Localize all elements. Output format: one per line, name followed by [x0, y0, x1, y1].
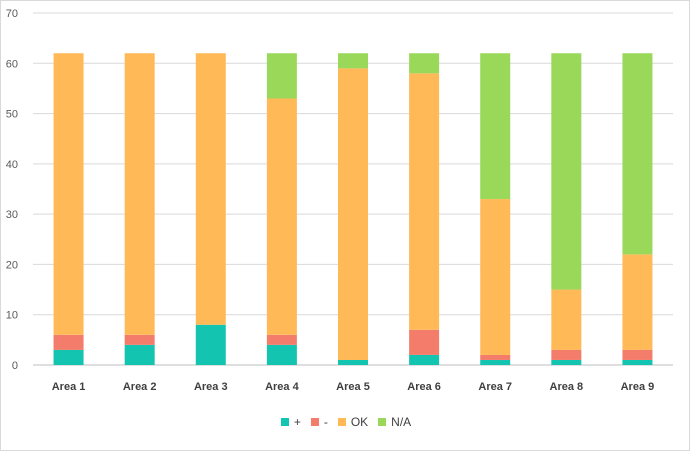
y-tick-label: 60 [6, 58, 18, 70]
bar-segment [622, 53, 653, 255]
bar-segment [622, 254, 653, 350]
bar-segment [338, 53, 368, 69]
x-tick-label: Area 6 [407, 381, 441, 393]
x-tick-label: Area 9 [621, 381, 655, 393]
bar-segment [266, 344, 297, 365]
bar-segment [53, 334, 84, 350]
legend-item: N/A [378, 415, 411, 429]
y-tick-label: 30 [6, 209, 18, 221]
legend-item: OK [337, 415, 369, 429]
stacked-bar-chart: 0 10 20 30 40 50 60 70 Area 1 Area 2 Area 3 Area 4… [6, 8, 673, 393]
y-tick-label: 50 [6, 109, 18, 121]
legend-swatch [280, 418, 289, 426]
bar-segment [551, 289, 582, 350]
y-tick-label: 20 [6, 259, 18, 271]
bar-segment [622, 349, 653, 360]
legend-item: + [280, 415, 301, 429]
x-tick-label: Area 8 [550, 381, 584, 393]
bar-segment [551, 359, 582, 365]
y-tick-label: 40 [6, 159, 18, 171]
x-tick-label: Area 4 [265, 381, 300, 393]
bar-segment [480, 359, 511, 365]
x-tick-label: Area 5 [336, 381, 370, 393]
bar-segment [551, 53, 582, 290]
bar-segment [195, 53, 226, 325]
bar-segment [266, 53, 297, 99]
y-tick-label: 10 [6, 310, 18, 322]
bar-segment [338, 68, 368, 360]
bar-segment [480, 354, 511, 360]
bar-segment [124, 53, 155, 335]
legend-label: + [293, 415, 301, 429]
x-tick-label: Area 2 [123, 381, 157, 393]
bar-segment [124, 334, 155, 345]
bar-segment [480, 199, 511, 355]
bars [53, 53, 653, 365]
x-tick-label: Area 7 [478, 381, 512, 393]
y-tick-label: 70 [6, 8, 18, 20]
bar-segment [622, 359, 653, 365]
bar-segment [409, 53, 440, 74]
bar-segment [195, 324, 226, 365]
legend-swatch [378, 418, 387, 426]
bar-segment [409, 73, 440, 330]
bar-segment [409, 354, 440, 365]
legend-label: - [323, 415, 328, 429]
bar-segment [338, 359, 368, 365]
bar-segment [53, 53, 84, 335]
legend-swatch [337, 418, 346, 426]
bar-segment [266, 98, 297, 335]
legend: + - OK N/A [1, 415, 690, 429]
x-tick-label: Area 1 [52, 381, 86, 393]
bar-segment [480, 53, 511, 200]
x-tick-label: Area 3 [194, 381, 228, 393]
bar-segment [409, 329, 440, 355]
y-tick-label: 0 [12, 360, 18, 372]
legend-label: OK [350, 415, 369, 429]
y-axis: 0 10 20 30 40 50 60 70 [6, 8, 18, 372]
legend-item: - [310, 415, 328, 429]
bar-segment [124, 344, 155, 365]
x-axis: Area 1 Area 2 Area 3 Area 4 Area 5 Area 6 Area… [52, 381, 655, 393]
bar-segment [266, 334, 297, 345]
legend-label: N/A [391, 415, 412, 429]
bar-segment [551, 349, 582, 360]
bar-segment [53, 349, 84, 365]
legend-swatch [310, 418, 319, 426]
